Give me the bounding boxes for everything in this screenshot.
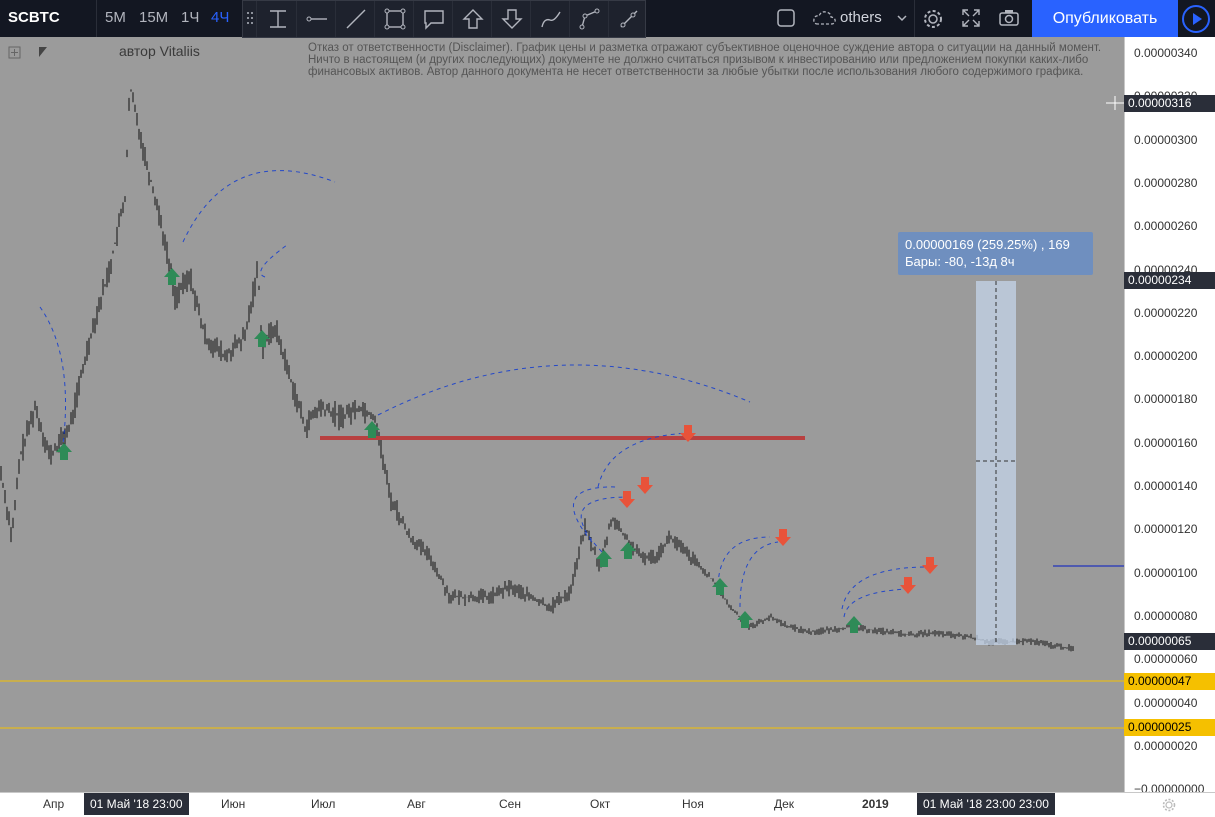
buy-arrow-icon <box>712 578 728 595</box>
fullscreen-icon[interactable] <box>961 8 983 28</box>
sell-arrow-icon <box>619 491 635 508</box>
signal-arrows <box>56 268 938 633</box>
timeframe-5m[interactable]: 5M <box>105 9 126 26</box>
camera-icon[interactable] <box>998 8 1020 28</box>
text-cursor-icon[interactable] <box>258 1 297 37</box>
measure-line-2: Бары: -80, -13д 8ч <box>905 254 1015 269</box>
scale-settings-icon[interactable] <box>1162 798 1176 812</box>
price-tick-label: 0.00000220 <box>1134 305 1198 320</box>
timeframe-4h[interactable]: 4Ч <box>211 9 230 26</box>
timeframe-15m[interactable]: 15M <box>139 9 169 26</box>
support-price-tag-2: 0.00000025 <box>1124 719 1215 736</box>
symbol-search[interactable]: SCBTC <box>8 9 60 26</box>
drag-handle[interactable] <box>243 1 257 37</box>
timeframe-1h[interactable]: 1Ч <box>181 9 200 26</box>
price-tick-label: 0.00000120 <box>1134 522 1198 537</box>
time-label: Апр <box>43 797 65 811</box>
price-tick-label: 0.00000040 <box>1134 695 1198 710</box>
price-tick-label: 0.00000340 <box>1134 46 1198 60</box>
arrow-down-icon[interactable] <box>492 1 531 37</box>
play-icon[interactable] <box>1182 5 1210 33</box>
divider <box>914 0 915 37</box>
horizontal-ray-icon[interactable] <box>297 1 336 37</box>
time-label: Июн <box>221 797 246 811</box>
buy-arrow-icon <box>164 268 180 285</box>
buy-arrow-icon <box>846 616 862 633</box>
projection-arcs <box>39 170 929 618</box>
last-price-tag: 0.00000065 <box>1124 633 1215 650</box>
cloud-icon[interactable] <box>812 8 836 28</box>
price-tick-label: 0.00000100 <box>1134 565 1198 580</box>
price-chart[interactable] <box>0 37 1124 792</box>
time-label: Дек <box>774 797 795 811</box>
price-tick-label: 0.00000280 <box>1134 175 1198 190</box>
measure-line-1: 0.00000169 (259.25%) , 169 <box>905 237 1070 252</box>
price-tick-label: 0.00000260 <box>1134 219 1198 234</box>
callout-icon[interactable] <box>414 1 453 37</box>
measure-price-tag: 0.00000234 <box>1124 272 1215 289</box>
drawing-toolbar <box>242 0 646 38</box>
rectangle-icon[interactable] <box>375 1 414 37</box>
legend-controls[interactable] <box>8 46 48 60</box>
price-tick-label: 0.00000020 <box>1134 738 1198 753</box>
buy-arrow-icon <box>620 542 636 559</box>
price-tick-label: 0.00000160 <box>1134 435 1198 450</box>
time-cursor-tag: 01 Май '18 23:00 <box>84 793 189 815</box>
disclaimer-text: Отказ от ответственности (Disclaimer). Г… <box>308 42 1102 78</box>
divider <box>96 0 97 37</box>
time-label: Авг <box>407 797 426 811</box>
price-tick-label: 0.00000200 <box>1134 349 1198 364</box>
compare-icon[interactable] <box>776 8 798 28</box>
sell-arrow-icon <box>680 425 696 442</box>
sell-arrow-icon <box>922 557 938 574</box>
chevron-down-icon[interactable] <box>896 11 918 31</box>
buy-arrow-icon <box>56 443 72 460</box>
sell-arrow-icon <box>637 477 653 494</box>
price-scale[interactable] <box>1124 37 1215 792</box>
measure-tooltip: 0.00000169 (259.25%) , 169 Бары: -80, -1… <box>898 232 1093 275</box>
candlestick-series <box>0 89 1074 652</box>
trend-line-icon[interactable] <box>336 1 375 37</box>
support-price-tag-1: 0.00000047 <box>1124 673 1215 690</box>
time-label-year: 2019 <box>862 797 889 811</box>
gear-icon[interactable] <box>922 8 944 28</box>
price-tick-label: 0.00000060 <box>1134 652 1198 667</box>
buy-arrow-icon <box>364 421 380 438</box>
arrow-up-icon[interactable] <box>453 1 492 37</box>
price-tick-label: 0.00000300 <box>1134 132 1198 147</box>
path-icon[interactable] <box>570 1 609 37</box>
time-label: Июл <box>311 797 336 811</box>
crosshair-price-tag: 0.00000316 <box>1124 95 1215 112</box>
time-measure-tag: 01 Май '18 23:00 23:00 <box>917 793 1055 815</box>
price-tick-label: 0.00000080 <box>1134 608 1198 623</box>
ray-icon[interactable] <box>609 1 648 37</box>
price-tick-label: 0.00000180 <box>1134 392 1198 407</box>
sell-arrow-icon <box>775 529 791 546</box>
brush-icon[interactable] <box>531 1 570 37</box>
time-label: Окт <box>590 797 611 811</box>
sell-arrow-icon <box>900 577 916 594</box>
buy-arrow-icon <box>254 330 270 347</box>
buy-arrow-icon <box>737 611 753 628</box>
time-label: Ноя <box>682 797 704 811</box>
publish-button[interactable]: Опубликовать <box>1032 0 1178 37</box>
buy-arrow-icon <box>596 550 612 567</box>
price-tick-label: 0.00000140 <box>1134 479 1198 493</box>
author-label: автор Vitaliis <box>119 43 200 59</box>
crosshair <box>1106 96 1124 110</box>
layout-name[interactable]: others <box>840 9 882 26</box>
time-label: Сен <box>499 797 521 811</box>
